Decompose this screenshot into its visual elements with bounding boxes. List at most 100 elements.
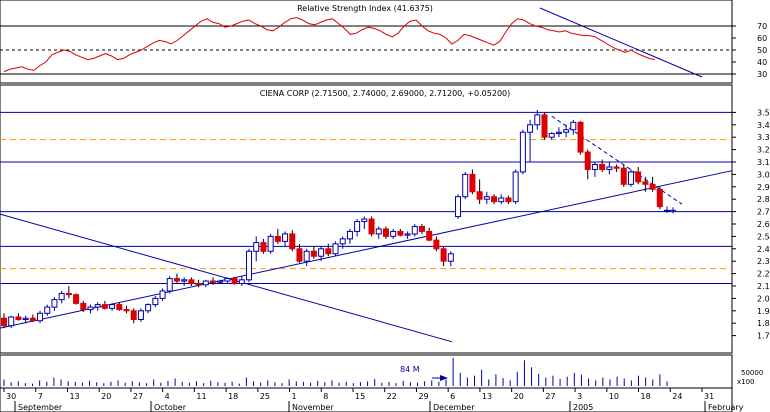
candle-body [152,297,159,306]
candle-body [411,225,418,235]
rsi-tick-label: 60 [757,34,767,43]
candle-body [73,294,80,304]
candle-body [404,233,411,236]
day-label: 24 [672,392,682,401]
candle-body [80,302,87,311]
rsi-trendline [539,7,703,78]
candle-body [649,183,656,190]
candle-body [339,238,346,245]
candle-body [22,317,29,320]
candle-body [548,132,555,138]
volume-unit-label: x100 [737,378,755,386]
price-grid [0,111,732,285]
day-label: 3 [577,392,582,401]
candle-body [274,235,281,242]
resistance-trendline [551,115,683,205]
candle-body [51,299,58,308]
candle-body [599,163,606,170]
candle-body [58,292,65,301]
candle-body [469,173,476,193]
candle-body [476,191,483,200]
month-labels: September October November December 2005 Febr… [14,401,744,412]
candle-body [519,131,526,173]
day-labels: 30 7 13 20 27 4 11 18 25 1 8 15 22 29 6 13 20 27 3 10 18 24 31 [3,388,714,401]
month-label: February [708,403,744,412]
candle-body [145,304,152,312]
candle-body [195,283,202,286]
candle-body [447,253,454,262]
date-axis: 30 7 13 20 27 4 11 18 25 1 8 15 22 29 6 13 20 27 3 10 18 24 31… [0,387,744,412]
day-label: 8 [323,392,328,401]
price-tick-label: 3.2 [757,146,770,155]
candle-body [390,230,397,237]
candle-body [397,230,404,236]
day-label: 18 [641,392,651,401]
candle-body [354,221,361,232]
candle-body [44,306,51,314]
candle-body [260,242,267,252]
candle-body [303,250,310,262]
candle-body [620,167,627,185]
candle-body [87,306,94,311]
volume-annotation: 84 M [400,365,420,374]
volume-panel: 84 M 50000 x100 [0,354,763,389]
candle-body [325,248,332,255]
candle-body [563,129,570,133]
candle-body [606,166,613,170]
volume-arrow-icon [440,375,448,381]
candle-body [137,310,144,320]
day-label: 6 [450,392,455,401]
candle-body [555,131,562,134]
day-label: 18 [228,392,238,401]
candle-body [253,242,260,252]
candle-body [591,163,598,170]
price-tick-label: 3.1 [757,158,770,167]
candle-body [491,196,498,203]
price-tick-label: 2.9 [757,183,770,192]
month-label: 2005 [573,403,593,412]
day-label: 20 [101,392,111,401]
candle-body [534,114,541,126]
price-tick-label: 2.6 [757,220,770,229]
day-label: 13 [482,392,492,401]
price-tick-label: 2.5 [757,232,770,241]
day-label: 31 [704,392,714,401]
day-label: 25 [260,392,270,401]
candle-body [332,243,339,255]
candle-body [166,278,173,292]
rsi-panel: Relative Strength Index (41.6375) 30 40 50… [0,0,767,84]
rsi-tick-label: 40 [757,58,767,67]
candle-body [94,304,101,308]
price-tick-label: 1.9 [757,307,770,316]
day-label: 27 [545,392,555,401]
price-tick-label: 2.2 [757,270,770,279]
price-tick-label: 2.8 [757,195,770,204]
price-trendlines [0,115,733,343]
candle-body [159,290,166,299]
candle-body [109,304,116,309]
volume-frame [0,354,733,389]
month-label: September [18,403,63,412]
candle-body [426,230,433,241]
rsi-tick-label: 50 [757,46,767,55]
candle-body [188,279,195,285]
candle-body [209,280,216,283]
rsi-grid [0,25,732,75]
candle-body [123,309,130,312]
price-tick-label: 3.4 [757,121,770,130]
candle-body [37,312,44,322]
candle-body [29,317,36,322]
candle-body [664,209,670,212]
price-tick-label: 2.3 [757,257,770,266]
candle-body [361,218,368,223]
day-label: 1 [292,392,297,401]
volume-bars [3,357,668,386]
price-tick-label: 3.3 [757,133,770,142]
candle-body [289,233,296,250]
candle-body [627,171,634,185]
candle-body [346,230,353,240]
candle-body [173,278,180,282]
price-tick-label: 2.4 [757,245,770,254]
candle-body [656,188,663,208]
candle-body [483,196,490,200]
